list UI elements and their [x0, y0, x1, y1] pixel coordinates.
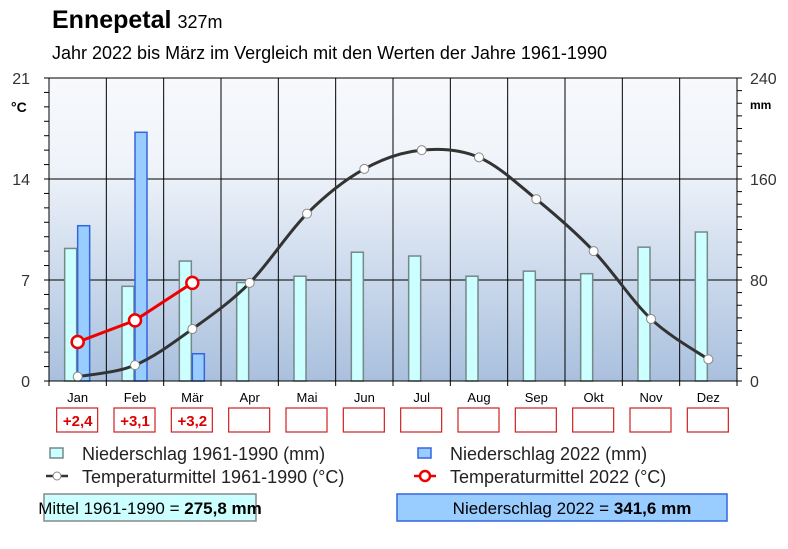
left-axis-unit: °C [11, 99, 27, 115]
anomaly-box [113, 407, 156, 433]
month-label: Sep [525, 390, 548, 405]
point-temp-1961-1990 [244, 277, 255, 288]
anomaly-box [228, 407, 271, 433]
anomaly-box [285, 407, 328, 433]
anomaly-box [686, 407, 729, 433]
left-tick-label: 0 [21, 374, 30, 391]
legend-swatch-precip-1961-1990 [49, 447, 64, 459]
month-label: Apr [240, 390, 261, 405]
point-temp-1961-1990 [416, 145, 427, 156]
anomaly-box [56, 407, 99, 433]
anomaly-value: +3,2 [178, 413, 208, 430]
bar-precip-1961-1990 [63, 247, 78, 382]
anomaly-box [170, 407, 213, 433]
anomaly-box [629, 407, 672, 433]
point-temp-2022 [70, 334, 85, 350]
point-temp-1961-1990 [130, 360, 140, 371]
bar-precip-1961-1990 [465, 275, 479, 382]
right-tick-label: 80 [750, 273, 768, 290]
bar-precip-1961-1990 [522, 270, 537, 382]
bar-precip-2022 [191, 352, 206, 382]
month-label: Mär [181, 390, 204, 405]
legend-label: Niederschlag 2022 (mm) [450, 444, 647, 464]
month-label: Nov [639, 390, 663, 405]
summary-mean-box [43, 493, 257, 522]
summary-current: Niederschlag 2022 = 341,6 mm [453, 499, 692, 518]
legend-label: Temperaturmittel 2022 (°C) [450, 467, 666, 487]
anomaly-box [342, 407, 385, 433]
point-temp-1961-1990 [302, 208, 312, 219]
bar-precip-1961-1990 [350, 251, 365, 382]
legend-swatch-precip-2022 [417, 447, 432, 459]
elevation: 327m [177, 12, 222, 32]
bar-precip-1961-1990 [235, 281, 250, 382]
summary-mean: Mittel 1961-1990 = 275,8 mm [38, 499, 262, 518]
point-temp-1961-1990 [359, 163, 370, 174]
anomaly-box [514, 407, 557, 433]
month-label: Mai [297, 390, 318, 405]
month-label: Feb [124, 390, 146, 405]
point-temp-1961-1990 [187, 324, 198, 335]
anomaly-box [572, 407, 615, 433]
legend-marker-temp-2022 [418, 469, 432, 483]
legend-label: Temperaturmittel 1961-1990 (°C) [82, 467, 344, 487]
point-temp-2022 [185, 275, 200, 291]
point-temp-1961-1990 [646, 313, 656, 324]
right-axis-unit: mm [750, 98, 771, 112]
legend-label: Niederschlag 1961-1990 (mm) [82, 444, 325, 464]
point-temp-1961-1990 [703, 354, 714, 365]
month-label: Aug [467, 390, 490, 405]
point-temp-1961-1990 [72, 371, 83, 382]
bar-precip-2022 [76, 224, 91, 382]
month-label: Jan [67, 390, 88, 405]
chart-subtitle: Jahr 2022 bis März im Vergleich mit den … [52, 43, 607, 63]
left-tick-label: 21 [12, 71, 30, 88]
point-temp-1961-1990 [474, 152, 484, 163]
anomaly-value: +2,4 [63, 413, 93, 430]
month-label: Jun [354, 390, 375, 405]
right-tick-label: 0 [750, 374, 759, 391]
point-temp-1961-1990 [588, 246, 599, 257]
chart-title: Ennepetal 327m [52, 6, 223, 34]
left-tick-label: 7 [21, 273, 30, 290]
anomaly-box [457, 407, 500, 433]
left-tick-label: 14 [12, 172, 30, 189]
bar-precip-1961-1990 [407, 255, 422, 382]
point-temp-2022 [127, 313, 143, 328]
bar-precip-2022 [134, 131, 148, 382]
bar-precip-1961-1990 [293, 275, 307, 382]
point-temp-1961-1990 [531, 194, 542, 205]
month-label: Dez [697, 390, 720, 405]
right-tick-label: 240 [750, 71, 777, 88]
bar-precip-1961-1990 [579, 272, 594, 382]
right-tick-label: 160 [750, 172, 777, 189]
month-label: Jul [413, 390, 430, 405]
legend-marker-temp-1961-1990 [52, 471, 62, 481]
month-label: Okt [584, 390, 605, 405]
anomaly-value: +3,1 [120, 413, 150, 430]
anomaly-box [400, 407, 443, 433]
summary-current-box [396, 493, 728, 522]
